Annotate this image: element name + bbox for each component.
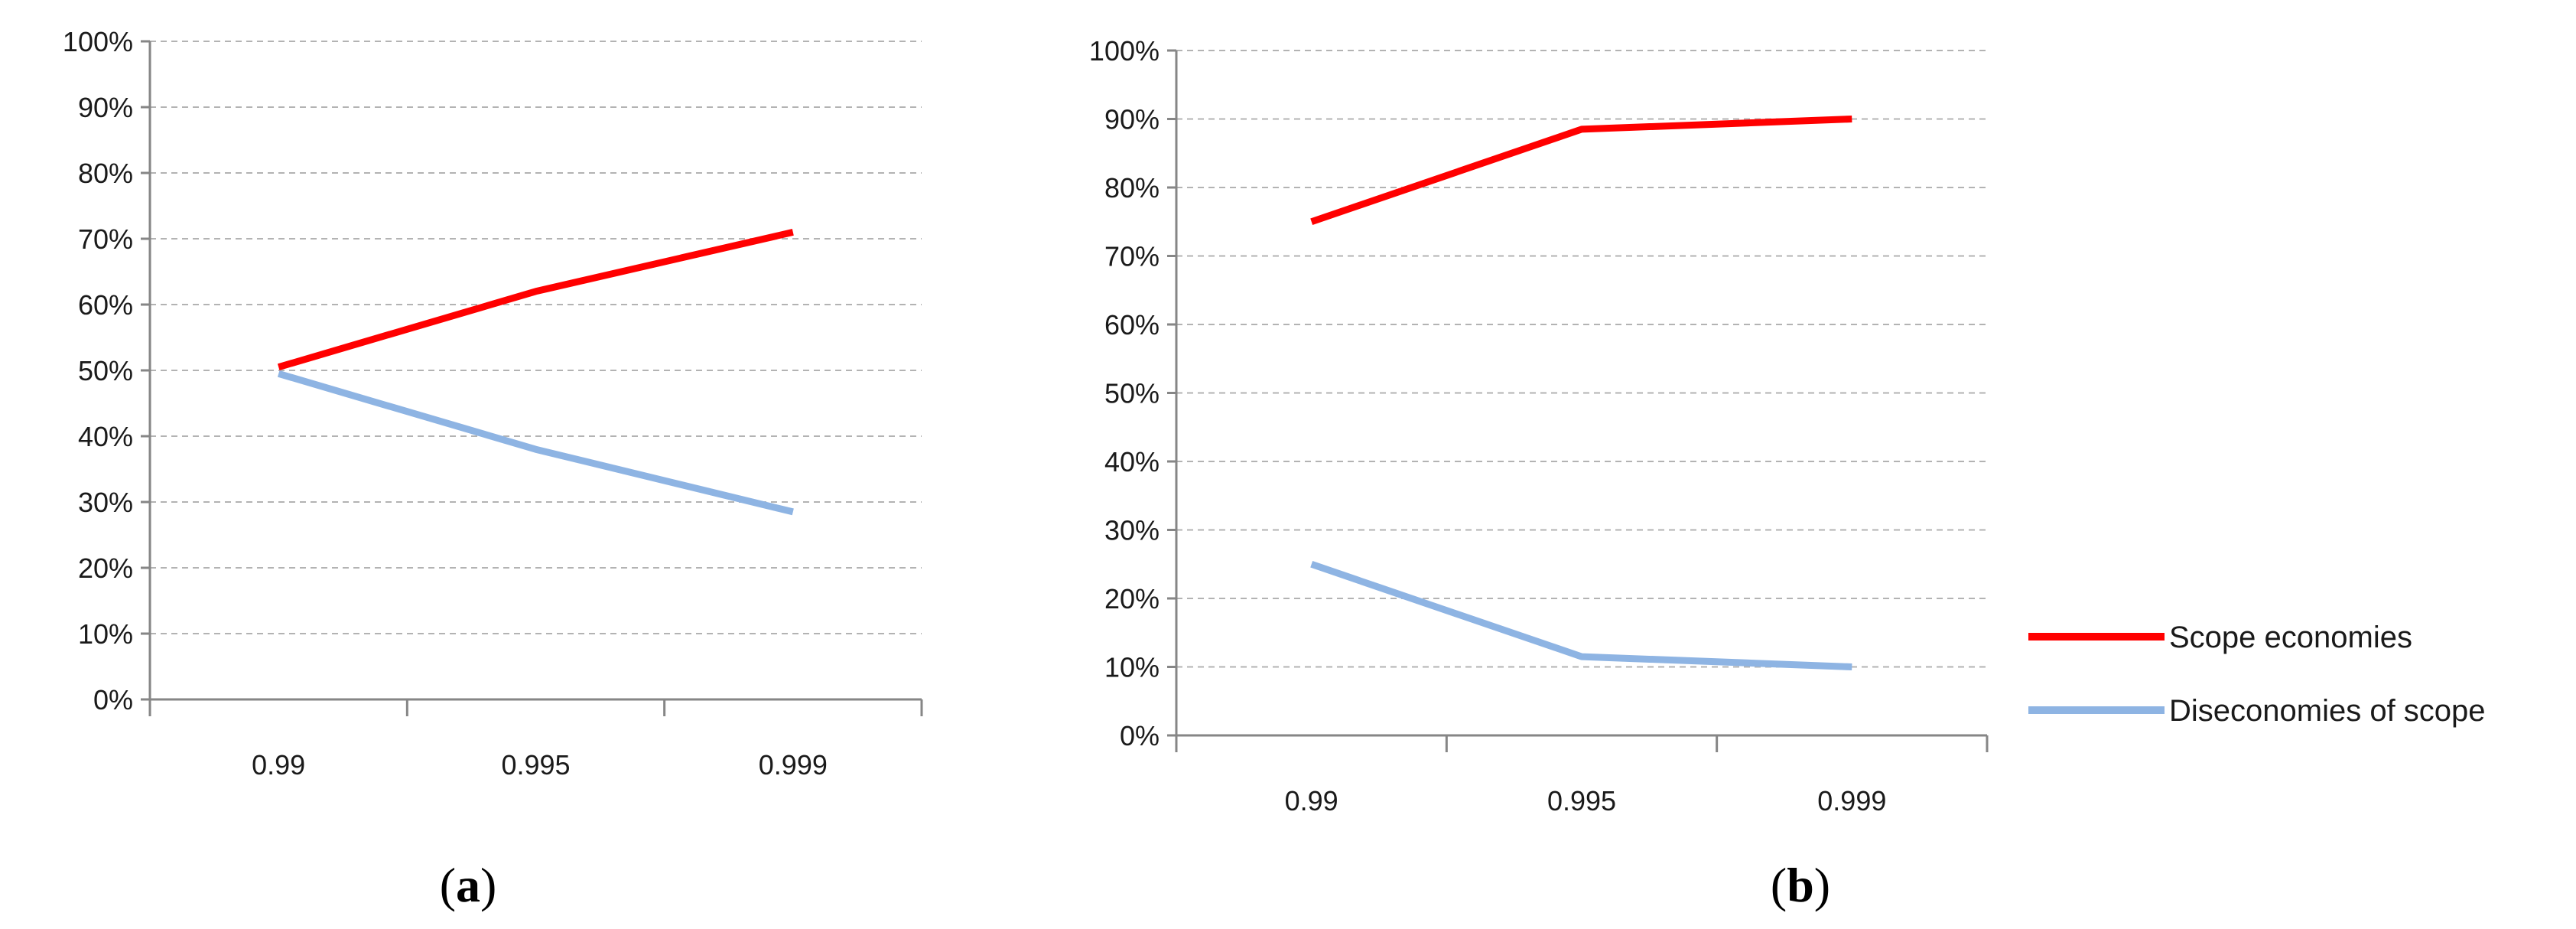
x-tick-label: 0.999	[1817, 785, 1886, 817]
x-tick-label: 0.99	[252, 749, 305, 781]
chart-panel-a: 0% 10% 20% 30% 40% 50% 60% 70% 80% 90% 100% 0.99 0.9…	[63, 26, 923, 912]
y-tick-label: 30%	[1104, 515, 1160, 546]
panel-caption: (a)	[440, 858, 497, 912]
y-tick-label: 70%	[1104, 241, 1160, 272]
y-tick-label: 20%	[1104, 583, 1160, 614]
legend: Scope economies Diseconomies of scope	[2028, 621, 2486, 728]
y-tick-label: 80%	[1104, 172, 1160, 204]
y-tick-label: 60%	[1104, 309, 1160, 341]
series-line-scope-economies	[277, 229, 794, 371]
y-tick-label: 70%	[78, 223, 133, 255]
y-tick-label: 50%	[1104, 378, 1160, 409]
series-line-diseconomies-of-scope	[1310, 561, 1852, 670]
y-tick-label: 40%	[1104, 446, 1160, 478]
series-line-scope-economies	[1310, 116, 1852, 226]
y-tick-label: 90%	[78, 92, 133, 123]
legend-label: Diseconomies of scope	[2169, 694, 2486, 728]
x-tick-label: 0.995	[1547, 785, 1616, 817]
series-line-diseconomies-of-scope	[277, 370, 794, 516]
y-tick-label: 100%	[1089, 35, 1160, 67]
y-tick-label: 0%	[1120, 720, 1160, 751]
y-tick-label: 0%	[93, 684, 133, 715]
x-tick-label: 0.99	[1285, 785, 1338, 817]
y-tick-label: 40%	[78, 421, 133, 452]
panel-caption: (b)	[1771, 858, 1830, 912]
x-tick-label: 0.995	[501, 749, 570, 781]
y-tick-label: 90%	[1104, 104, 1160, 135]
legend-label: Scope economies	[2169, 621, 2412, 654]
y-tick-label: 50%	[78, 355, 133, 386]
y-tick-label: 10%	[1104, 652, 1160, 683]
y-tick-label: 80%	[78, 158, 133, 189]
y-tick-label: 100%	[63, 26, 133, 57]
y-tick-label: 60%	[78, 289, 133, 321]
chart-panel-b: 0% 10% 20% 30% 40% 50% 60% 70% 80% 90% 100% 0.99 0.9…	[1089, 35, 1989, 912]
y-tick-label: 30%	[78, 487, 133, 518]
y-tick-label: 10%	[78, 618, 133, 650]
y-tick-label: 20%	[78, 553, 133, 584]
x-tick-label: 0.999	[759, 749, 828, 781]
